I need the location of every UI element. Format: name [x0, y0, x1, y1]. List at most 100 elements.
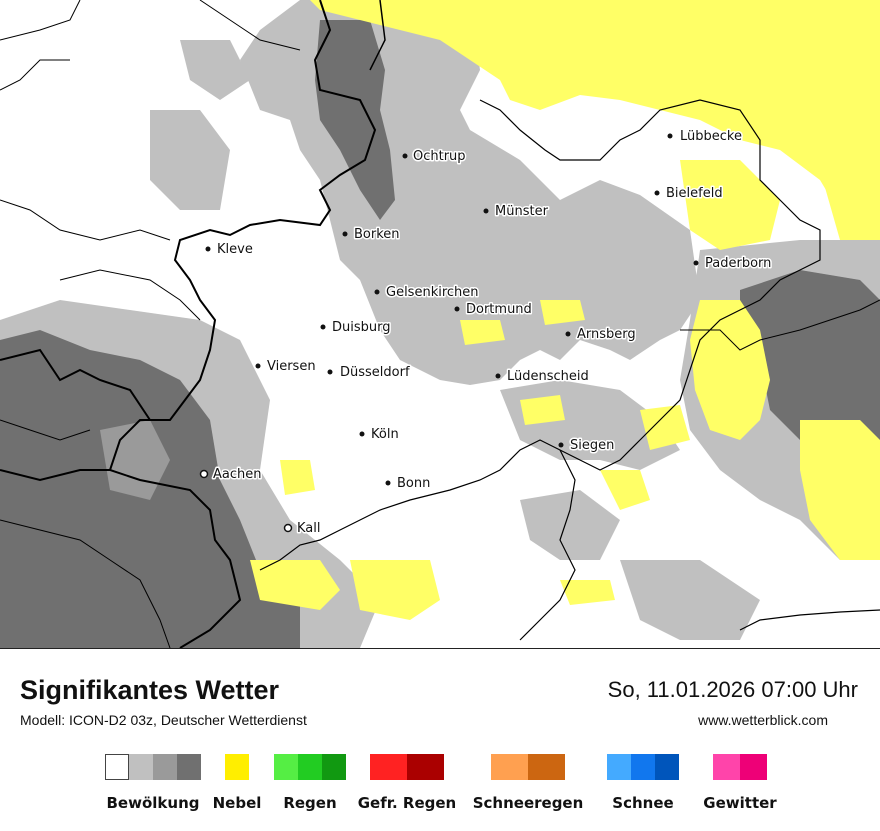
city-borken: Borken	[342, 226, 401, 244]
city-label: Köln	[371, 427, 399, 442]
legend-label: Regen	[283, 794, 337, 812]
city-label: Ochtrup	[413, 149, 466, 164]
legend-swatch	[713, 754, 740, 780]
city-label: Lübbecke	[680, 129, 742, 144]
legend-label: Schnee	[612, 794, 674, 812]
legend-label: Nebel	[212, 794, 262, 812]
legend-swatch	[655, 754, 679, 780]
legend-label: Gefr. Regen	[357, 794, 457, 812]
legend-swatch	[607, 754, 631, 780]
legend-swatches	[92, 754, 214, 780]
city-label: Arnsberg	[577, 327, 636, 342]
legend-swatch	[370, 754, 407, 780]
city-dot	[283, 523, 293, 533]
legend-swatch	[407, 754, 444, 780]
legend-swatch	[129, 754, 153, 780]
fog-areas	[250, 0, 880, 620]
city-dot	[359, 431, 365, 437]
map-title: Signifikantes Wetter	[20, 675, 280, 705]
city-dot	[205, 246, 211, 252]
city-viersen: Viersen	[255, 358, 317, 376]
legend-swatch	[274, 754, 298, 780]
city-label: Kall	[297, 521, 321, 536]
city-label: Duisburg	[332, 320, 391, 335]
legend-swatches	[270, 754, 350, 780]
city-label: Dortmund	[466, 302, 532, 317]
footer: Signifikantes Wetter Modell: ICON-D2 03z…	[0, 648, 880, 831]
city-label: Lüdenscheid	[507, 369, 589, 384]
city-label: Borken	[354, 227, 400, 242]
city-dot	[320, 324, 326, 330]
legend: Bewölkung Nebel Regen Gefr. Regen	[0, 754, 880, 824]
legend-bewoelkung: Bewölkung	[92, 754, 214, 812]
city-gelsenkirchen: Gelsenkirchen	[374, 284, 480, 302]
forecast-datetime: So, 11.01.2026 07:00 Uhr	[607, 677, 858, 702]
legend-label: Bewölkung	[106, 794, 200, 812]
city-dot	[199, 469, 209, 479]
city-markers: Lübbecke Ochtrup Bielefeld Münster Borke…	[199, 128, 773, 538]
legend-swatch	[631, 754, 655, 780]
legend-label: Schneeregen	[472, 794, 584, 812]
legend-gefr-regen: Gefr. Regen	[352, 754, 462, 812]
city-aachen: Aachen	[199, 466, 263, 484]
website-link[interactable]: www.wetterblick.com	[698, 712, 828, 728]
legend-swatch	[298, 754, 322, 780]
legend-gewitter: Gewitter	[695, 754, 785, 812]
legend-swatches	[199, 754, 275, 780]
legend-swatch	[225, 754, 249, 780]
city-luedenscheid: Lüdenscheid	[495, 368, 590, 386]
city-label: Bielefeld	[666, 186, 723, 201]
city-dot	[483, 208, 489, 214]
city-muenster: Münster	[483, 203, 550, 221]
legend-regen: Regen	[270, 754, 350, 812]
city-dot	[495, 373, 501, 379]
city-siegen: Siegen	[558, 437, 616, 455]
city-luebbecke: Lübbecke	[667, 128, 743, 146]
city-dot	[255, 363, 261, 369]
city-label: Siegen	[570, 438, 614, 453]
weather-map: Lübbecke Ochtrup Bielefeld Münster Borke…	[0, 0, 880, 648]
legend-schneeregen: Schneeregen	[466, 754, 590, 812]
legend-swatch	[740, 754, 767, 780]
legend-swatch	[177, 754, 201, 780]
city-label: Viersen	[267, 359, 316, 374]
legend-swatch	[322, 754, 346, 780]
legend-swatches	[352, 754, 462, 780]
legend-schnee: Schnee	[598, 754, 688, 812]
city-kleve: Kleve	[205, 241, 254, 259]
city-bonn: Bonn	[385, 475, 432, 493]
city-dot	[374, 289, 380, 295]
city-label: Kleve	[217, 242, 253, 257]
city-dot	[342, 231, 348, 237]
legend-swatches	[466, 754, 590, 780]
city-dot	[667, 133, 673, 139]
city-dot	[385, 480, 391, 486]
city-dot	[558, 442, 564, 448]
city-paderborn: Paderborn	[693, 255, 773, 273]
city-arnsberg: Arnsberg	[565, 326, 637, 344]
city-dot	[654, 190, 660, 196]
city-label: Paderborn	[705, 256, 771, 271]
legend-nebel: Nebel	[199, 754, 275, 812]
city-ochtrup: Ochtrup	[402, 148, 467, 166]
city-duisburg: Duisburg	[320, 319, 392, 337]
city-dot	[402, 153, 408, 159]
borders	[0, 0, 880, 648]
city-dot	[327, 369, 333, 375]
city-label: Düsseldorf	[340, 365, 410, 380]
city-dortmund: Dortmund	[454, 301, 533, 319]
legend-label: Gewitter	[703, 794, 777, 812]
city-duesseldorf: Düsseldorf	[327, 364, 411, 382]
legend-swatch	[491, 754, 528, 780]
city-kall: Kall	[283, 520, 322, 538]
city-label: Bonn	[397, 476, 430, 491]
city-dot	[693, 260, 699, 266]
city-dot	[565, 331, 571, 337]
legend-swatch	[105, 754, 129, 780]
city-label: Münster	[495, 204, 549, 219]
city-label: Aachen	[213, 467, 261, 482]
city-dot	[454, 306, 460, 312]
legend-swatches	[695, 754, 785, 780]
model-info: Modell: ICON-D2 03z, Deutscher Wetterdie…	[20, 712, 307, 728]
legend-swatches	[598, 754, 688, 780]
